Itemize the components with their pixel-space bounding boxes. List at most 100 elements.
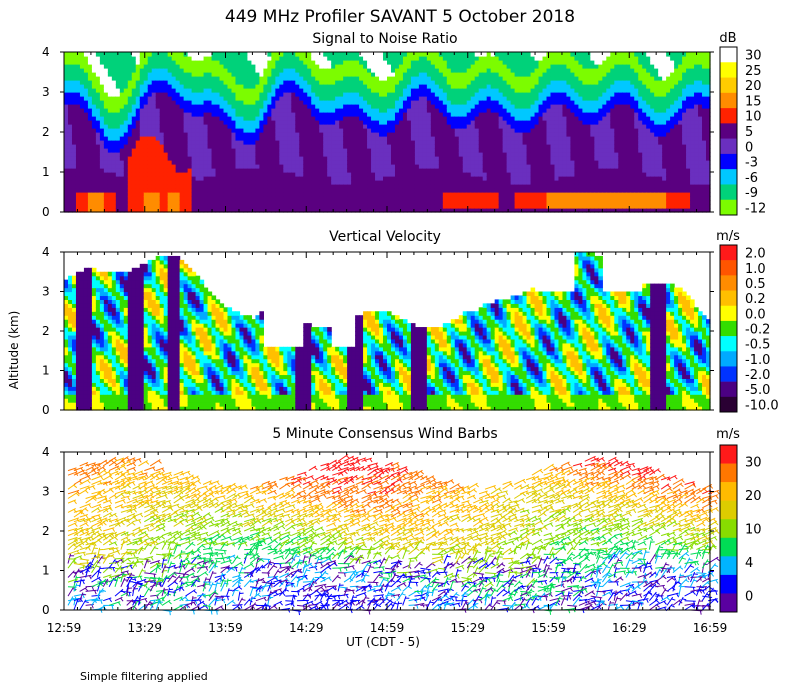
heatmap-cell <box>526 148 532 153</box>
heatmap-cell <box>211 204 217 209</box>
heatmap-cell <box>510 68 516 73</box>
heatmap-cell <box>179 52 185 57</box>
heatmap-cell <box>522 128 528 133</box>
heatmap-cell <box>155 180 161 185</box>
heatmap-cell <box>123 188 129 193</box>
heatmap-cell <box>482 164 488 169</box>
heatmap-cell <box>506 148 512 153</box>
heatmap-cell <box>446 84 452 89</box>
heatmap-cell <box>111 156 117 161</box>
heatmap-cell <box>95 184 101 189</box>
heatmap-cell <box>394 148 400 153</box>
heatmap-cell <box>315 140 320 145</box>
heatmap-cell <box>426 144 432 149</box>
heatmap-cell <box>522 196 528 201</box>
heatmap-cell <box>287 80 292 85</box>
heatmap-cell <box>482 100 488 105</box>
heatmap-cell <box>383 180 388 185</box>
heatmap-cell <box>375 68 380 73</box>
heatmap-cell <box>335 124 340 129</box>
heatmap-cell <box>183 208 189 213</box>
heatmap-cell <box>506 200 512 205</box>
heatmap-cell <box>227 140 233 145</box>
heatmap-cell <box>482 208 488 213</box>
heatmap-cell <box>518 188 524 193</box>
heatmap-cell <box>530 132 536 137</box>
heatmap-cell <box>458 124 464 129</box>
heatmap-cell <box>510 184 516 189</box>
heatmap-cell <box>187 120 193 125</box>
heatmap-cell <box>87 176 93 181</box>
heatmap-cell <box>343 96 348 101</box>
heatmap-cell <box>402 172 408 177</box>
heatmap-cell <box>398 176 404 181</box>
heatmap-cell <box>259 132 264 137</box>
heatmap-cell <box>163 80 169 85</box>
heatmap-cell <box>127 56 133 61</box>
heatmap-cell <box>83 208 89 213</box>
heatmap-cell <box>558 88 564 93</box>
heatmap-cell <box>267 84 272 89</box>
heatmap-cell <box>554 208 560 213</box>
heatmap-cell <box>498 104 504 109</box>
heatmap-cell <box>446 132 452 137</box>
heatmap-cell <box>195 148 201 153</box>
heatmap-cell <box>83 188 89 193</box>
heatmap-cell <box>550 184 556 189</box>
heatmap-cell <box>390 196 396 201</box>
heatmap-cell <box>75 64 81 69</box>
heatmap-cell <box>339 132 344 137</box>
heatmap-cell <box>534 164 540 169</box>
heatmap-cell <box>199 132 205 137</box>
heatmap-cell <box>434 200 440 205</box>
heatmap-cell <box>367 64 372 69</box>
heatmap-cell <box>323 160 328 165</box>
heatmap-cell <box>267 52 272 57</box>
heatmap-cell <box>267 108 272 113</box>
heatmap-cell <box>251 204 257 209</box>
heatmap-cell <box>187 76 193 81</box>
heatmap-cell <box>466 96 472 101</box>
heatmap-cell <box>143 88 149 93</box>
heatmap-cell <box>359 80 364 85</box>
heatmap-cell <box>79 120 85 125</box>
heatmap-cell <box>375 76 380 81</box>
heatmap-cell <box>466 80 472 85</box>
heatmap-cell <box>67 176 73 181</box>
heatmap-cell <box>359 204 364 209</box>
heatmap-cell <box>335 132 340 137</box>
heatmap-cell <box>335 200 340 205</box>
heatmap-cell <box>383 152 388 157</box>
heatmap-cell <box>394 84 400 89</box>
heatmap-cell <box>283 124 288 129</box>
heatmap-cell <box>91 128 97 133</box>
heatmap-cell <box>79 60 85 65</box>
heatmap-cell <box>203 136 209 141</box>
heatmap-cell <box>502 72 508 77</box>
heatmap-cell <box>526 56 532 61</box>
heatmap-cell <box>311 116 316 121</box>
heatmap-cell <box>119 136 125 141</box>
heatmap-cell <box>426 140 432 145</box>
heatmap-cell <box>486 156 492 161</box>
heatmap-cell <box>199 196 205 201</box>
heatmap-cell <box>490 56 496 61</box>
heatmap-cell <box>183 84 189 89</box>
heatmap-cell <box>99 132 105 137</box>
heatmap-cell <box>159 112 165 117</box>
heatmap-cell <box>263 176 268 181</box>
heatmap-cell <box>331 60 336 65</box>
heatmap-cell <box>402 52 408 57</box>
heatmap-cell <box>111 136 117 141</box>
heatmap-cell <box>79 64 85 69</box>
heatmap-cell <box>526 184 532 189</box>
heatmap-cell <box>442 124 448 129</box>
heatmap-cell <box>195 60 201 65</box>
heatmap-cell <box>111 128 117 133</box>
heatmap-cell <box>339 108 344 113</box>
heatmap-cell <box>335 204 340 209</box>
heatmap-cell <box>371 148 376 153</box>
heatmap-cell <box>235 88 241 93</box>
heatmap-cell <box>327 160 332 165</box>
heatmap-cell <box>335 144 340 149</box>
